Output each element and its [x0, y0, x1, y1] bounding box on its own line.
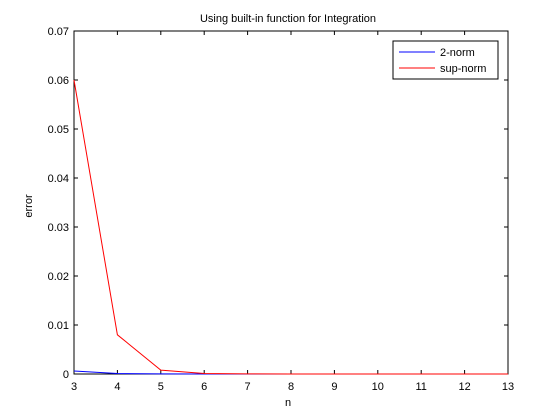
y-axis: 0 0.01 0.02 0.03 0.04 0.05 0.06 0.07 — [48, 26, 508, 381]
y-axis-label: error — [23, 194, 35, 218]
x-axis: 3 4 5 6 7 8 9 10 11 12 13 — [71, 31, 514, 393]
y-tick-label: 0 — [63, 369, 69, 381]
legend: 2-norm sup-norm — [392, 40, 499, 80]
y-tick-label: 0.04 — [48, 173, 69, 185]
axes-box — [73, 30, 509, 375]
x-axis-label: n — [285, 397, 291, 409]
legend-box — [392, 40, 499, 80]
plot-area: 0 0.01 0.02 0.03 0.04 0.05 0.06 0.07 3 4 5 6 7 8 9 10 1… — [48, 26, 515, 393]
x-tick-label: 5 — [158, 381, 164, 393]
y-tick-label: 0.06 — [48, 75, 69, 87]
x-tick-label: 13 — [502, 381, 514, 393]
x-tick-label: 7 — [245, 381, 251, 393]
y-tick-label: 0.03 — [48, 222, 69, 234]
x-tick-label: 10 — [372, 381, 384, 393]
x-tick-label: 11 — [415, 381, 426, 393]
x-tick-label: 3 — [71, 381, 77, 393]
chart-title: Using built-in function for Integration — [200, 13, 376, 25]
y-tick-label: 0.02 — [48, 271, 69, 283]
y-tick-label: 0.01 — [48, 320, 69, 332]
x-tick-label: 6 — [201, 381, 207, 393]
legend-label: 2-norm — [440, 47, 475, 59]
series-line-sup-norm — [73, 79, 508, 375]
y-tick-label: 0.07 — [48, 26, 69, 38]
x-tick-label: 9 — [331, 381, 337, 393]
x-tick-label: 8 — [288, 381, 294, 393]
x-tick-label: 4 — [114, 381, 120, 393]
series-lines — [73, 79, 508, 375]
y-tick-label: 0.05 — [48, 124, 69, 136]
legend-label: sup-norm — [440, 63, 486, 75]
x-tick-label: 12 — [458, 381, 470, 393]
